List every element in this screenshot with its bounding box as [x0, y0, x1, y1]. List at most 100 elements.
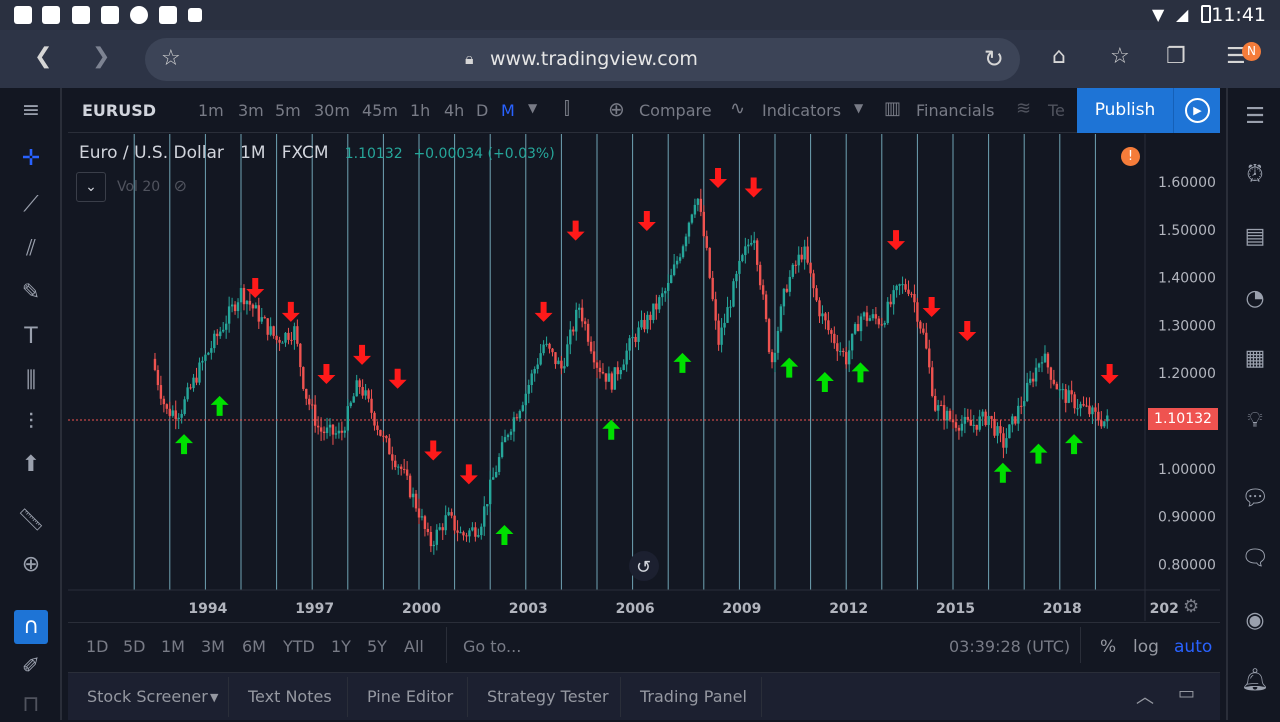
lock-icon[interactable]: ⊓	[22, 692, 40, 717]
collapse-legend-button[interactable]: ⌄	[76, 172, 106, 202]
tab-text-notes[interactable]: Text Notes	[248, 687, 332, 706]
log-toggle[interactable]: log	[1133, 637, 1159, 657]
chevron-up-icon[interactable]: ︿	[1136, 687, 1154, 708]
tab-trading-panel[interactable]: Trading Panel	[640, 687, 747, 706]
tab-strategy-tester[interactable]: Strategy Tester	[487, 687, 609, 706]
range-5y[interactable]: 5Y	[367, 637, 387, 656]
goto-button[interactable]: Go to...	[463, 637, 522, 656]
address-bar[interactable]: ☆ 🔒︎ www.tradingview.com ↻	[145, 38, 1020, 81]
magnet-icon[interactable]: ∩	[14, 610, 48, 644]
reload-icon[interactable]: ↻	[983, 45, 1004, 73]
streams-icon[interactable]: ◉	[1245, 608, 1265, 633]
candle-style-icon[interactable]: ⫿	[564, 98, 570, 119]
candle	[230, 304, 234, 307]
time-tick: 202	[1150, 601, 1179, 617]
ideas-icon[interactable]: 💡︎	[1247, 408, 1263, 433]
templates-icon[interactable]: ≋	[1016, 98, 1032, 119]
text-icon[interactable]: T	[24, 324, 38, 349]
interval-d[interactable]: D	[476, 101, 489, 120]
chat-icon[interactable]: 💬︎	[1241, 486, 1269, 511]
publish-button[interactable]: Publish	[1077, 88, 1173, 133]
fib-icon[interactable]: ⫽	[26, 236, 36, 261]
bookmarks-icon[interactable]: ☆	[1110, 44, 1130, 69]
range-5d[interactable]: 5D	[123, 637, 146, 656]
list-icon[interactable]: ▤	[1244, 224, 1266, 249]
patterns-icon[interactable]: ⫼	[25, 368, 37, 393]
candle	[821, 313, 824, 317]
home-icon[interactable]: ⌂	[1052, 44, 1066, 69]
auto-toggle[interactable]: auto	[1174, 637, 1213, 657]
notifications-icon[interactable]: 🔔︎	[1241, 668, 1269, 693]
warning-icon[interactable]: !	[1121, 147, 1140, 166]
price-scale[interactable]: 1.600001.500001.400001.300001.200001.100…	[1158, 175, 1216, 573]
lock-drawing-icon[interactable]: ✐	[21, 654, 41, 679]
maximize-icon[interactable]: ▭	[1178, 683, 1196, 704]
time-scale[interactable]: 1994 1997 2000 2003 2006 2009 2012 2015 2018 202	[188, 601, 1178, 617]
ruler-icon[interactable]: 📏︎	[17, 508, 45, 533]
symbol-search[interactable]: EURUSD	[82, 101, 157, 120]
interval-30m[interactable]: 30m	[314, 101, 350, 120]
candle	[601, 371, 605, 374]
interval-45m[interactable]: 45m	[362, 101, 398, 120]
prediction-icon[interactable]: ⫶	[28, 410, 34, 435]
menu-icon[interactable]: ☰	[1226, 44, 1246, 69]
range-1d[interactable]: 1D	[86, 637, 109, 656]
watchlist-icon[interactable]: ☰	[1245, 104, 1265, 129]
financials-icon[interactable]: ▥	[884, 98, 902, 119]
add-icon[interactable]: ⊕	[608, 97, 625, 121]
brush-icon[interactable]: ✎	[21, 280, 41, 305]
replay-button[interactable]: ▶	[1173, 88, 1220, 133]
interval-5m[interactable]: 5m	[275, 101, 301, 120]
tab-stock-screener[interactable]: Stock Screener	[87, 687, 208, 706]
candle	[302, 367, 305, 389]
templates-button[interactable]: Te	[1048, 101, 1065, 120]
percent-toggle[interactable]: %	[1100, 637, 1117, 657]
alarm-icon[interactable]: ⏰︎	[1246, 162, 1264, 187]
utc-clock[interactable]: 03:39:28 (UTC)	[949, 637, 1071, 656]
chat-icon[interactable]: 🗨︎	[1241, 546, 1269, 571]
forward-icon[interactable]: ❯	[92, 44, 111, 69]
range-6m[interactable]: 6M	[242, 637, 266, 656]
interval-1m[interactable]: 1m	[198, 101, 224, 120]
chevron-down-icon[interactable]: ▼	[528, 101, 538, 115]
interval-3m[interactable]: 3m	[238, 101, 264, 120]
range-3m[interactable]: 3M	[201, 637, 225, 656]
trendline-icon[interactable]: ⟋	[23, 192, 39, 217]
calendar-icon[interactable]: ▦	[1244, 346, 1266, 371]
chevron-down-icon[interactable]: ▼	[210, 691, 219, 704]
indicators-icon[interactable]: ∿	[730, 98, 746, 119]
candle	[322, 431, 326, 434]
hidden-eye-icon[interactable]: ⊘	[173, 176, 187, 195]
reset-icon[interactable]: ↺	[636, 557, 651, 578]
price-tick: 1.50000	[1158, 223, 1216, 239]
indicators-button[interactable]: Indicators	[762, 101, 842, 120]
star-icon[interactable]: ☆	[161, 46, 181, 71]
data-window-icon[interactable]: ◔	[1245, 286, 1265, 311]
url-text[interactable]: www.tradingview.com	[490, 48, 698, 70]
range-ytd[interactable]: YTD	[283, 637, 315, 656]
interval-1h[interactable]: 1h	[410, 101, 431, 120]
arrow-up-icon[interactable]: ⬆	[21, 452, 41, 477]
range-1m[interactable]: 1M	[161, 637, 185, 656]
interval-m[interactable]: M	[501, 101, 515, 120]
interval-4h[interactable]: 4h	[444, 101, 465, 120]
settings-icon[interactable]: ⚙	[1183, 596, 1199, 617]
candle	[1094, 407, 1097, 412]
compare-button[interactable]: Compare	[639, 101, 712, 120]
crosshair-icon[interactable]: ✛	[21, 146, 41, 171]
range-all[interactable]: All	[404, 637, 424, 656]
hamburger-icon[interactable]: ≡	[21, 98, 41, 123]
price-chart[interactable]: 1.600001.500001.400001.300001.200001.100…	[68, 134, 1220, 621]
chevron-down-icon[interactable]: ▼	[854, 101, 864, 115]
candle	[616, 367, 619, 375]
tabs-icon[interactable]: ❐	[1166, 44, 1186, 69]
financials-button[interactable]: Financials	[916, 101, 995, 120]
volume-study[interactable]: Vol 20 ⊘	[117, 176, 187, 195]
back-icon[interactable]: ❮	[34, 44, 53, 69]
zoom-icon[interactable]: ⊕	[21, 552, 41, 577]
range-1y[interactable]: 1Y	[331, 637, 351, 656]
candle	[334, 433, 338, 435]
reset-view-button[interactable]: ↺	[629, 551, 659, 581]
tab-pine-editor[interactable]: Pine Editor	[367, 687, 454, 706]
sell-arrow	[388, 368, 407, 389]
